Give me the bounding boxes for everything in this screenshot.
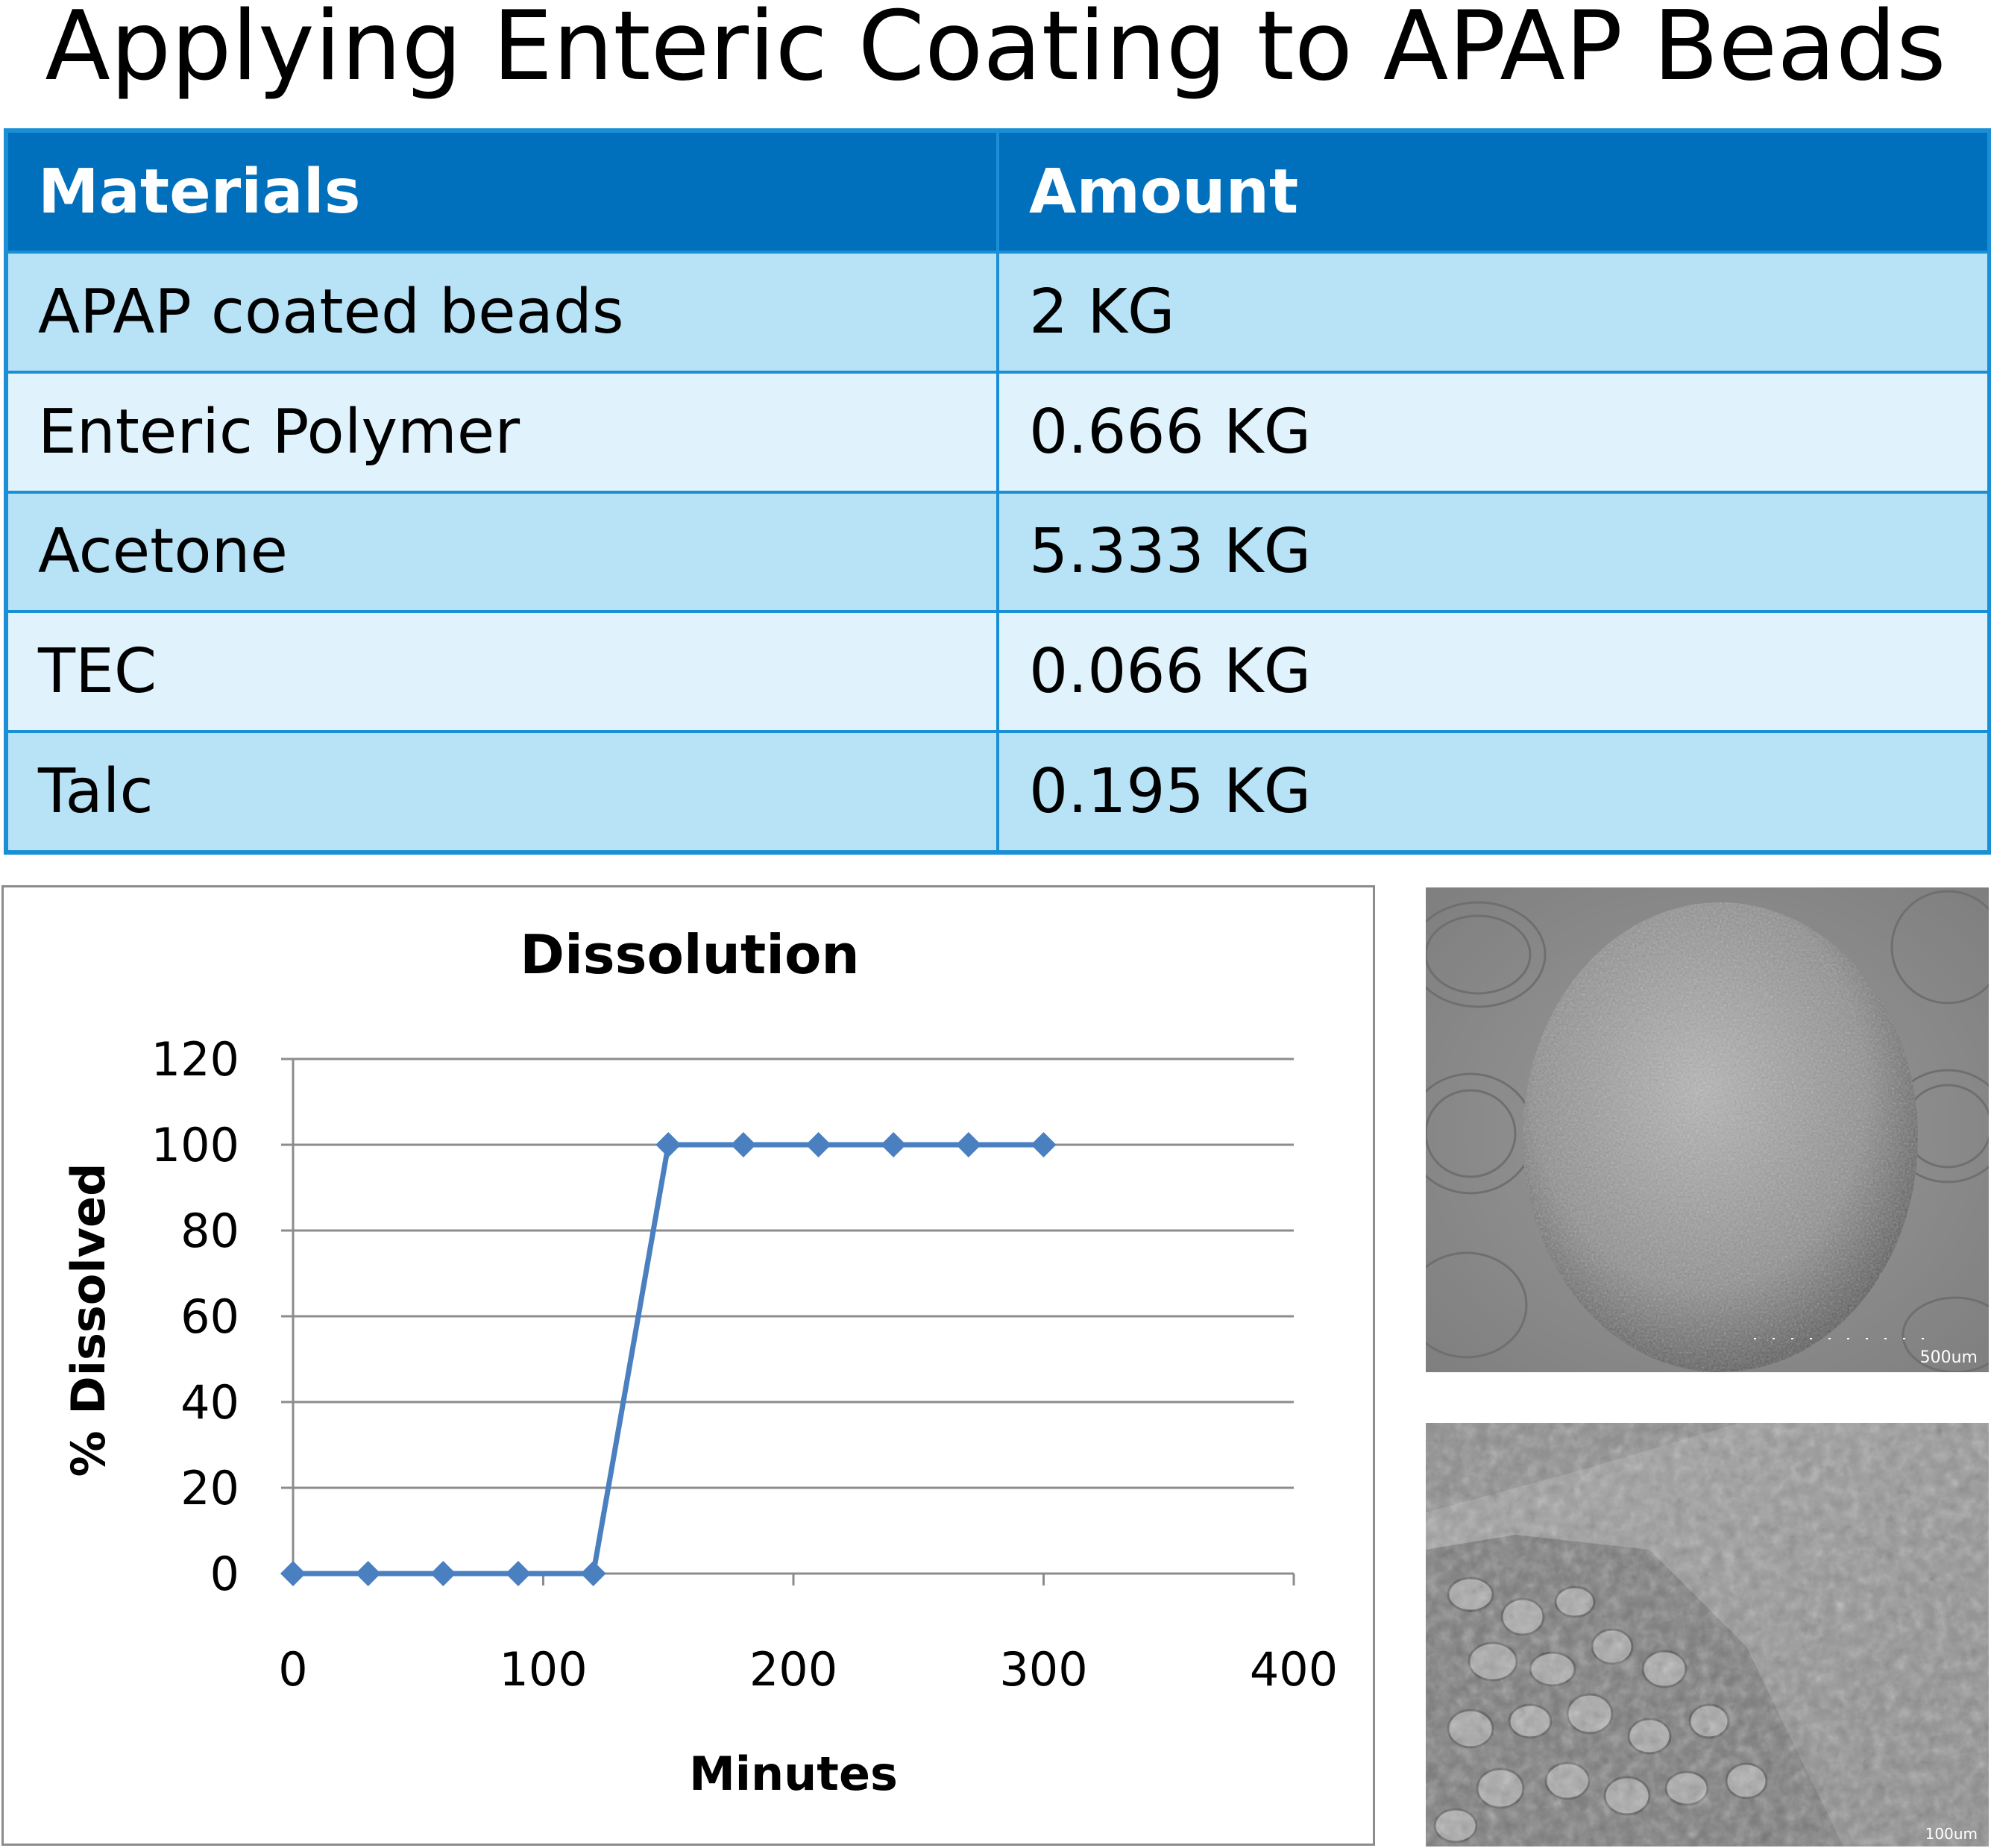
amount-cell: 5.333 KG — [996, 490, 1991, 614]
sem-image-bead-closeup: 100um — [1426, 1423, 1989, 1847]
x-tick-label: 0 — [278, 1642, 307, 1697]
data-point-marker — [355, 1561, 381, 1586]
dissolution-chart-panel: 0 20 40 60 80 100 120 0 100 200 300 400 Dissolution… — [1, 885, 1375, 1846]
sem-image-whole-bead: 500um — [1426, 887, 1989, 1372]
y-tick-label: 0 — [210, 1547, 239, 1601]
y-tick-label: 20 — [180, 1461, 239, 1515]
scale-label-500um: 500um — [1920, 1348, 1978, 1367]
scale-label-100um: 100um — [1925, 1825, 1978, 1843]
sem-whole-bead-picture: 500um — [1426, 887, 1989, 1372]
data-point-marker — [955, 1132, 981, 1157]
data-point-marker — [280, 1561, 306, 1586]
data-point-marker — [655, 1132, 682, 1157]
y-tick-label: 40 — [180, 1375, 239, 1430]
y-tick-label: 60 — [180, 1289, 239, 1344]
dissolution-chart: 0 20 40 60 80 100 120 0 100 200 300 400 Dissolution… — [61, 923, 1339, 1801]
data-point-marker — [730, 1132, 756, 1157]
x-tick-label: 100 — [499, 1642, 587, 1697]
amount-cell: 0.666 KG — [996, 370, 1991, 494]
data-point-marker — [881, 1132, 907, 1157]
page-title: Applying Enteric Coating to APAP Beads — [45, 0, 1946, 102]
amount-cell: 0.195 KG — [996, 730, 1991, 854]
amount-cell: 2 KG — [996, 251, 1991, 374]
x-axis-label: Minutes — [689, 1747, 898, 1801]
chart-gridlines — [293, 1057, 1294, 1489]
table-row: TEC 0.066 KG — [4, 610, 1991, 734]
chart-series — [280, 1132, 1057, 1586]
material-cell: Talc — [4, 730, 999, 854]
table-header-row: Materials Amount — [4, 129, 1991, 254]
x-tick-label: 300 — [999, 1642, 1087, 1697]
sem-closeup-picture: 100um — [1426, 1423, 1989, 1847]
x-tick-label: 200 — [749, 1642, 837, 1697]
x-tick-label: 400 — [1250, 1642, 1338, 1697]
chart-title: Dissolution — [520, 923, 859, 986]
y-tick-label: 120 — [151, 1032, 239, 1087]
table-row: Enteric Polymer 0.666 KG — [4, 370, 1991, 494]
material-cell: APAP coated beads — [4, 251, 999, 374]
data-point-marker — [430, 1561, 456, 1586]
column-header-materials: Materials — [4, 129, 999, 254]
data-point-marker — [505, 1561, 531, 1586]
table-row: Acetone 5.333 KG — [4, 490, 1991, 614]
y-tick-label: 80 — [180, 1204, 239, 1258]
table-row: Talc 0.195 KG — [4, 730, 1991, 854]
data-point-marker — [805, 1132, 831, 1157]
table-row: APAP coated beads 2 KG — [4, 251, 1991, 374]
dissolution-series-line — [293, 1142, 1044, 1577]
y-tick-label: 100 — [151, 1118, 239, 1172]
column-header-amount: Amount — [996, 129, 1991, 254]
amount-cell: 0.066 KG — [996, 610, 1991, 734]
material-cell: Enteric Polymer — [4, 370, 999, 494]
data-point-marker — [1031, 1132, 1057, 1157]
y-axis-label: % Dissolved — [61, 1163, 116, 1477]
material-cell: Acetone — [4, 490, 999, 614]
chart-tick-labels: 0 20 40 60 80 100 120 0 100 200 300 400 — [151, 1032, 1339, 1697]
material-cell: TEC — [4, 610, 999, 734]
data-point-marker — [580, 1561, 606, 1586]
materials-table: Materials Amount APAP coated beads 2 KG … — [4, 128, 1991, 855]
chart-axes — [281, 1057, 1295, 1585]
